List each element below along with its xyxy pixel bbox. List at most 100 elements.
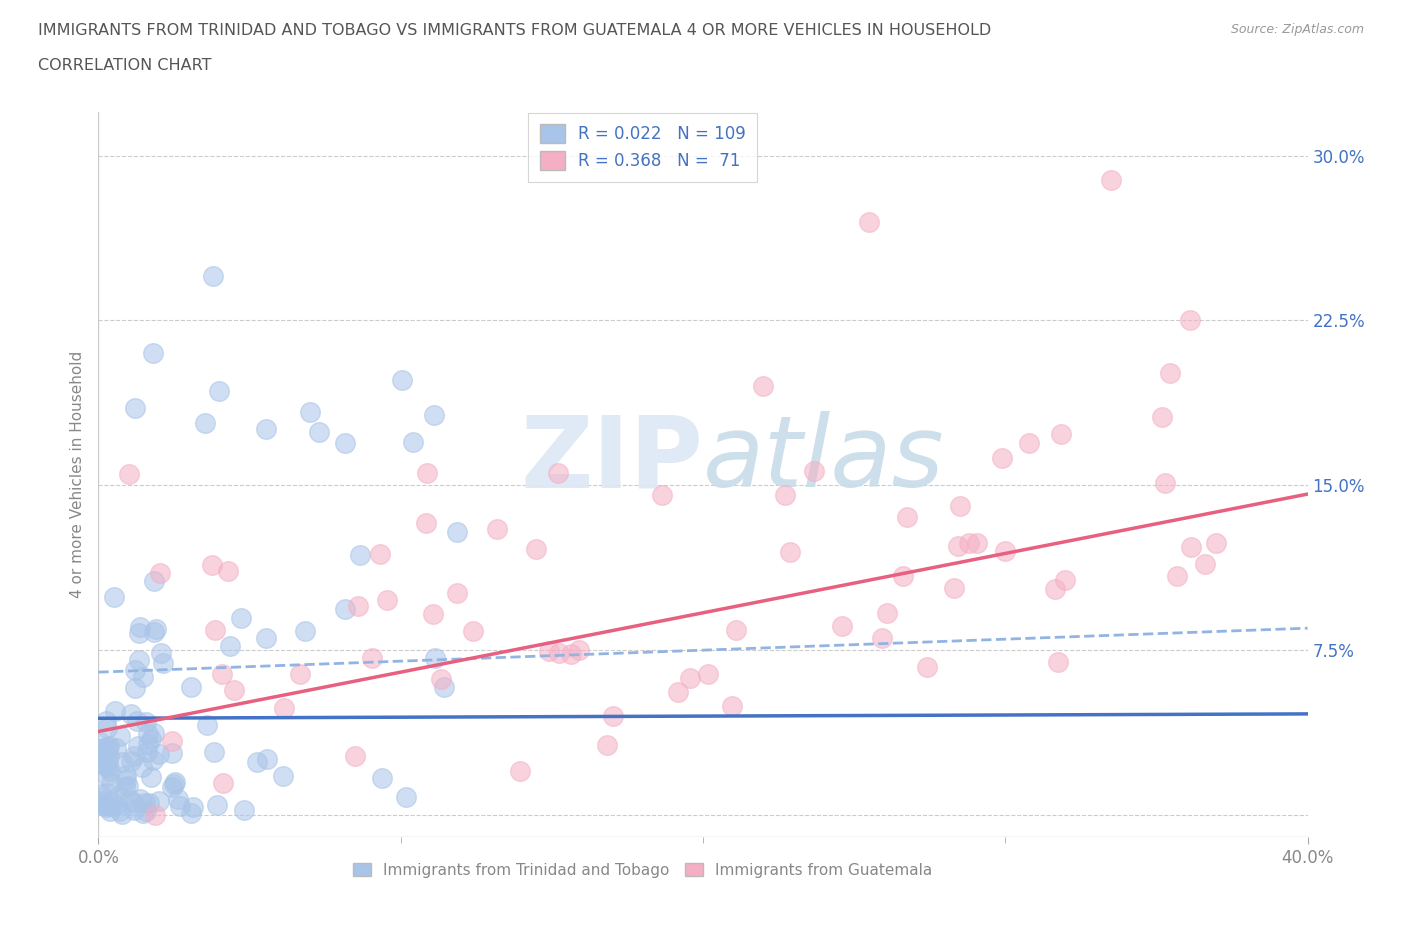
- Point: [896, 510, 918, 525]
- Point: [135, 744, 157, 759]
- Point: [1153, 475, 1175, 490]
- Point: [991, 450, 1014, 465]
- Point: [127, 738, 149, 753]
- Point: [142, 752, 165, 767]
- Point: [422, 606, 444, 621]
- Point: [596, 737, 619, 752]
- Point: [94, 796, 117, 811]
- Point: [876, 605, 898, 620]
- Point: [254, 421, 277, 436]
- Point: [89, 735, 111, 750]
- Point: [110, 804, 132, 818]
- Point: [202, 269, 225, 284]
- Point: [103, 590, 125, 604]
- Point: [134, 795, 156, 810]
- Point: [720, 698, 742, 713]
- Point: [180, 805, 202, 820]
- Point: [89, 741, 111, 756]
- Point: [943, 580, 966, 595]
- Point: [290, 667, 312, 682]
- Point: [167, 791, 190, 806]
- Point: [446, 525, 468, 539]
- Point: [139, 769, 162, 784]
- Point: [246, 755, 269, 770]
- Point: [948, 538, 970, 553]
- Point: [115, 772, 138, 787]
- Point: [415, 466, 437, 481]
- Point: [149, 645, 172, 660]
- Point: [93, 741, 115, 756]
- Point: [994, 544, 1017, 559]
- Point: [136, 737, 159, 751]
- Point: [97, 755, 120, 770]
- Point: [461, 624, 484, 639]
- Point: [395, 790, 418, 804]
- Point: [538, 644, 561, 658]
- Point: [509, 764, 531, 778]
- Point: [118, 467, 141, 482]
- Point: [333, 435, 356, 450]
- Y-axis label: 4 or more Vehicles in Household: 4 or more Vehicles in Household: [69, 351, 84, 598]
- Point: [651, 487, 673, 502]
- Point: [547, 465, 569, 480]
- Point: [143, 574, 166, 589]
- Point: [1018, 436, 1040, 451]
- Point: [231, 611, 253, 626]
- Point: [195, 717, 218, 732]
- Point: [349, 548, 371, 563]
- Point: [201, 557, 224, 572]
- Point: [111, 807, 134, 822]
- Point: [602, 708, 624, 723]
- Point: [224, 683, 246, 698]
- Point: [368, 546, 391, 561]
- Text: IMMIGRANTS FROM TRINIDAD AND TOBAGO VS IMMIGRANTS FROM GUATEMALA 4 OR MORE VEHIC: IMMIGRANTS FROM TRINIDAD AND TOBAGO VS I…: [38, 23, 991, 38]
- Point: [135, 804, 157, 818]
- Point: [160, 746, 183, 761]
- Point: [429, 671, 451, 686]
- Point: [344, 749, 367, 764]
- Point: [145, 807, 167, 822]
- Point: [114, 767, 136, 782]
- Point: [183, 799, 205, 814]
- Point: [724, 623, 747, 638]
- Point: [273, 700, 295, 715]
- Point: [94, 757, 117, 772]
- Point: [134, 714, 156, 729]
- Point: [1180, 539, 1202, 554]
- Point: [697, 667, 720, 682]
- Point: [120, 753, 142, 768]
- Point: [446, 586, 468, 601]
- Point: [108, 788, 131, 803]
- Point: [104, 797, 127, 812]
- Point: [194, 416, 217, 431]
- Point: [96, 760, 118, 775]
- Point: [560, 646, 582, 661]
- Point: [94, 713, 117, 728]
- Point: [294, 623, 316, 638]
- Point: [97, 739, 120, 754]
- Point: [132, 805, 155, 820]
- Point: [149, 565, 172, 580]
- Point: [949, 499, 972, 514]
- Point: [858, 214, 880, 229]
- Point: [131, 669, 153, 684]
- Point: [666, 684, 689, 699]
- Point: [1150, 409, 1173, 424]
- Point: [128, 653, 150, 668]
- Point: [114, 779, 136, 794]
- Point: [124, 681, 146, 696]
- Point: [163, 777, 186, 791]
- Point: [165, 775, 187, 790]
- Point: [1159, 365, 1181, 380]
- Point: [89, 756, 111, 771]
- Point: [142, 346, 165, 361]
- Point: [138, 726, 160, 741]
- Legend: Immigrants from Trinidad and Tobago, Immigrants from Guatemala: Immigrants from Trinidad and Tobago, Imm…: [346, 857, 939, 884]
- Point: [568, 643, 591, 658]
- Point: [128, 626, 150, 641]
- Point: [526, 541, 548, 556]
- Point: [96, 720, 118, 735]
- Point: [98, 764, 121, 778]
- Point: [375, 592, 398, 607]
- Point: [145, 621, 167, 636]
